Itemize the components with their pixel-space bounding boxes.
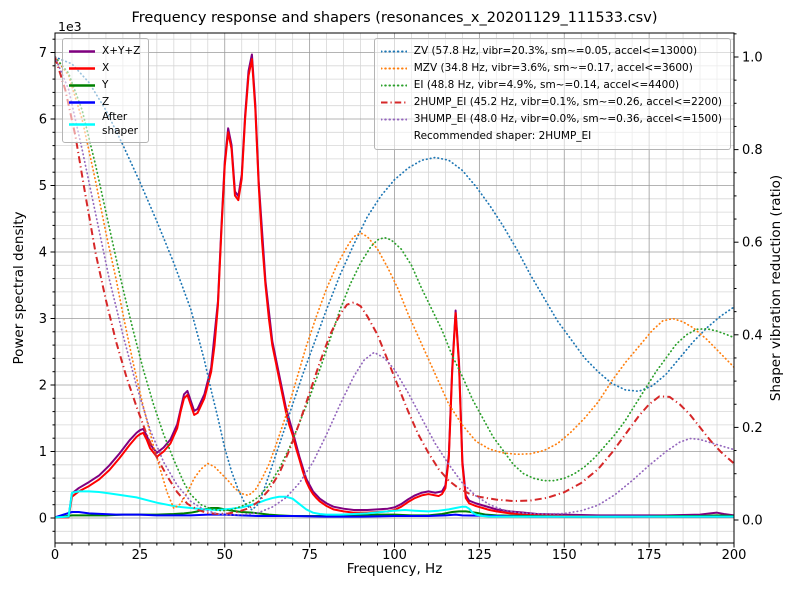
curve-x <box>55 58 734 519</box>
y-axis-left-label: Power spectral density <box>11 211 27 365</box>
y-left-tick-label: 2 <box>39 379 47 394</box>
y-left-tick-label: 7 <box>39 46 47 61</box>
y-axis-right: 0.0 0.2 0.4 0.6 0.8 1.0 <box>734 33 763 529</box>
legend-note: Recommended shaper: 2HUMP_EI <box>381 128 722 145</box>
legend-item-3hump-ei: 3HUMP_EI (48.0 Hz, vibr=0.0%, sm~=0.36, … <box>380 111 722 128</box>
legend-line-sample <box>69 101 95 104</box>
legend-line-sample <box>69 67 95 70</box>
y-axis-left: 0 1 2 3 4 5 6 7 <box>39 38 55 532</box>
legend-item-label: X <box>102 61 110 74</box>
x-axis-label: Frequency, Hz <box>346 561 443 577</box>
y-right-tick-label: 0.2 <box>742 421 763 436</box>
x-tick-label: 150 <box>552 548 577 563</box>
y-right-tick-label: 0.6 <box>742 236 763 251</box>
legend-line-sample <box>380 84 407 87</box>
legend-item-x-plus-y-plus-z: X+Y+Z <box>69 43 140 60</box>
legend-line-sample <box>69 50 95 53</box>
x-tick-label: 175 <box>637 548 662 563</box>
legend-item-label: Y <box>102 78 109 91</box>
legend-item-label: X+Y+Z <box>102 44 141 57</box>
curve-3hump-ei <box>55 56 734 516</box>
grid-minor <box>55 33 734 543</box>
x-tick-label: 25 <box>132 548 149 563</box>
x-tick-label: 0 <box>51 548 59 563</box>
x-tick-label: 50 <box>216 548 233 563</box>
x-axis: 0 25 50 75 100 125 150 175 200 <box>51 543 747 563</box>
legend-line-sample <box>380 118 407 121</box>
y-axis-offset-label: 1e3 <box>58 19 82 34</box>
legend-item-label: 3HUMP_EI (48.0 Hz, vibr=0.0%, sm~=0.36, … <box>413 112 722 125</box>
curve-mzv <box>55 56 734 510</box>
legend-shapers: ZV (57.8 Hz, vibr=20.3%, sm~=0.05, accel… <box>373 38 731 150</box>
legend-item-x: X <box>69 60 140 77</box>
legend-item-label: ZV (57.8 Hz, vibr=20.3%, sm~=0.05, accel… <box>413 44 698 57</box>
y-right-tick-label: 0.0 <box>742 514 763 529</box>
curve-2hump-ei <box>55 56 734 515</box>
legend-item-label: 2HUMP_EI (45.2 Hz, vibr=0.1%, sm~=0.26, … <box>413 95 722 108</box>
psd-curves <box>55 53 734 519</box>
shaper-curves <box>55 56 734 516</box>
y-right-tick-label: 0.8 <box>742 143 763 158</box>
y-right-tick-label: 0.4 <box>742 328 763 343</box>
x-tick-label: 75 <box>301 548 318 563</box>
chart-title: Frequency response and shapers (resonanc… <box>131 10 658 26</box>
legend-item-zv: ZV (57.8 Hz, vibr=20.3%, sm~=0.05, accel… <box>380 43 722 60</box>
legend-item-after-shaper: After shaper <box>69 111 140 138</box>
curve-ei <box>55 56 734 512</box>
legend-line-sample <box>380 50 407 53</box>
y-right-tick-label: 1.0 <box>742 51 763 66</box>
curve-after-shaper <box>55 490 734 519</box>
y-axis-right-label: Shaper vibration reduction (ratio) <box>768 174 784 402</box>
legend-item-label: EI (48.8 Hz, vibr=4.9%, sm~=0.14, accel<… <box>413 78 680 91</box>
y-left-tick-label: 1 <box>39 445 47 460</box>
legend-line-sample <box>380 101 407 104</box>
legend-line-sample <box>380 67 407 70</box>
x-tick-label: 100 <box>382 548 407 563</box>
legend-line-sample <box>69 84 95 87</box>
legend-item-label: MZV (34.8 Hz, vibr=3.6%, sm~=0.17, accel… <box>413 61 693 74</box>
legend-item-mzv: MZV (34.8 Hz, vibr=3.6%, sm~=0.17, accel… <box>380 60 722 77</box>
y-left-tick-label: 5 <box>39 179 47 194</box>
legend-line-sample <box>381 134 407 139</box>
y-left-tick-label: 0 <box>39 512 47 527</box>
y-left-tick-label: 4 <box>39 246 47 261</box>
legend-line-sample <box>69 123 95 126</box>
legend-item-label: Recommended shaper: 2HUMP_EI <box>413 129 592 142</box>
legend-item-y: Y <box>69 77 140 94</box>
y-left-tick-label: 3 <box>39 312 47 327</box>
x-tick-label: 125 <box>467 548 492 563</box>
legend-item-z: Z <box>69 94 140 111</box>
legend-item-label: After shaper <box>102 111 139 137</box>
legend-psd-series: X+Y+Z X Y Z After shaper <box>62 38 150 144</box>
legend-item-label: Z <box>102 95 110 108</box>
legend-item-2hump-ei: 2HUMP_EI (45.2 Hz, vibr=0.1%, sm~=0.26, … <box>380 94 722 111</box>
legend-item-ei: EI (48.8 Hz, vibr=4.9%, sm~=0.14, accel<… <box>380 77 722 94</box>
x-tick-label: 200 <box>722 548 747 563</box>
y-left-tick-label: 6 <box>39 113 47 128</box>
curve-zv <box>55 56 734 511</box>
